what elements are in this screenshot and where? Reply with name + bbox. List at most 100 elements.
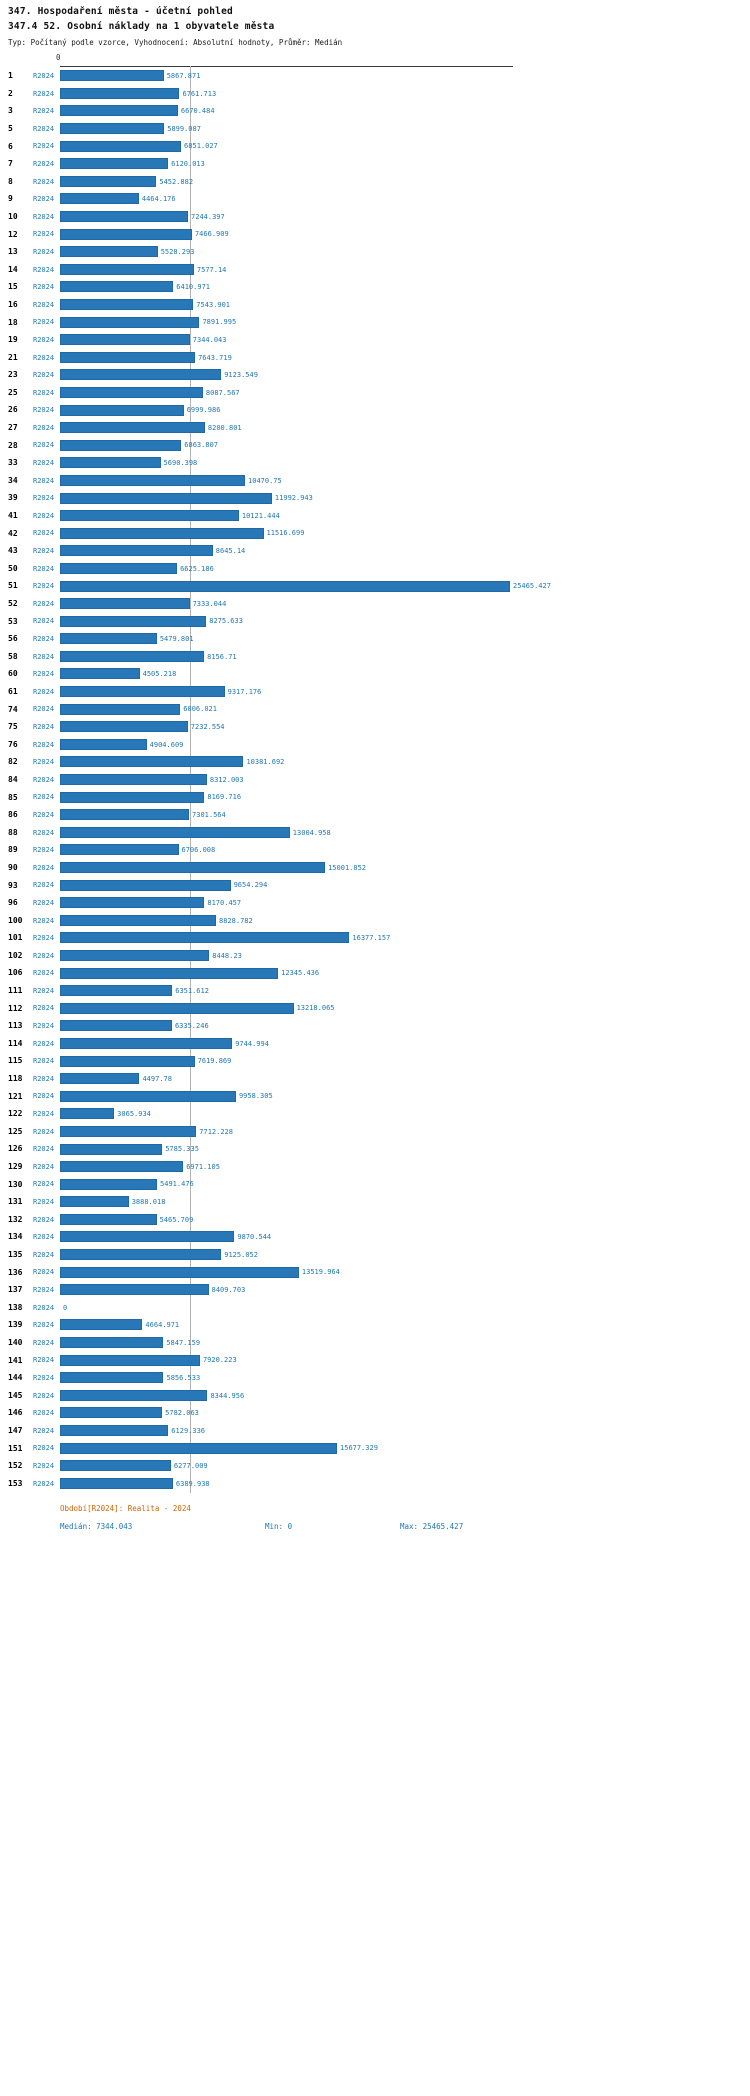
- value-bar: [60, 1266, 299, 1278]
- chart-row: 18 R2024 7891.995: [0, 313, 750, 331]
- row-number: 129: [8, 1162, 23, 1171]
- value-bar: [60, 228, 192, 240]
- row-number: 27: [8, 423, 18, 433]
- series-label: R2024: [33, 863, 55, 872]
- value-bar: [60, 281, 174, 293]
- value-bar: [60, 1213, 157, 1225]
- value-label: 8087.567: [205, 388, 240, 397]
- value-bar: [60, 1143, 163, 1155]
- series-label: R2024: [33, 1057, 55, 1066]
- chart-row: 39 R2024 11992.943: [0, 489, 750, 507]
- series-label: R2024: [33, 89, 55, 98]
- value-label: 7643.719: [198, 353, 232, 362]
- chart-row: 23 R2024 9123.549: [0, 366, 750, 384]
- chart-row: 147 R2024 6129.336: [0, 1422, 750, 1440]
- value-bar: [60, 1161, 184, 1173]
- chart-row: 140 R2024 5847.159: [0, 1334, 750, 1352]
- series-label: R2024: [33, 1409, 55, 1418]
- value-label: 4505.218: [142, 670, 177, 679]
- value-label: 7543.901: [196, 300, 231, 309]
- value-label: 25465.427: [513, 582, 551, 591]
- row-number: 18: [8, 317, 18, 327]
- row-number: 140: [8, 1337, 23, 1347]
- value-bar: [60, 985, 173, 997]
- chart-row: 52 R2024 7333.044: [0, 595, 750, 613]
- row-number: 90: [8, 862, 18, 872]
- row-number: 130: [8, 1179, 23, 1189]
- chart-row: 1 R2024 5867.871: [0, 67, 750, 85]
- value-label: 6706.008: [181, 846, 216, 855]
- series-label: R2024: [33, 1426, 55, 1435]
- series-label: R2024: [33, 793, 55, 802]
- series-label: R2024: [33, 775, 55, 784]
- value-label: 4497.78: [142, 1074, 172, 1083]
- series-label: R2024: [33, 318, 55, 327]
- chart-title: 347. Hospodaření města - účetní pohled: [8, 6, 233, 17]
- value-bar: [60, 105, 178, 117]
- chart-row: 89 R2024 6706.008: [0, 841, 750, 859]
- row-number: 52: [8, 599, 18, 608]
- row-number: 53: [8, 616, 18, 626]
- chart-row: 151 R2024 15677.329: [0, 1439, 750, 1457]
- series-label: R2024: [33, 283, 55, 292]
- row-number: 42: [8, 528, 18, 538]
- value-label: 6410.971: [176, 283, 210, 292]
- value-bar: [60, 1002, 294, 1014]
- value-label: 5856.533: [166, 1373, 201, 1382]
- value-bar: [60, 703, 181, 715]
- row-number: 19: [8, 335, 18, 345]
- value-label: 3065.934: [117, 1110, 151, 1119]
- series-label: R2024: [33, 476, 55, 485]
- chart-row: 21 R2024 7643.719: [0, 349, 750, 367]
- value-label: 9654.294: [233, 881, 268, 890]
- series-label: R2024: [33, 547, 55, 556]
- value-label: 6670.484: [180, 107, 215, 116]
- row-number: 102: [8, 950, 23, 960]
- value-bar: [60, 1196, 129, 1208]
- chart-row: 126 R2024 5785.335: [0, 1140, 750, 1158]
- value-label: 8645.14: [215, 547, 246, 556]
- value-label: 5785.335: [165, 1145, 199, 1154]
- value-bar: [60, 527, 264, 539]
- value-label: 6806.021: [183, 705, 217, 714]
- row-number: 50: [8, 563, 18, 573]
- value-bar: [60, 1425, 169, 1437]
- chart-row: 85 R2024 8169.716: [0, 788, 750, 806]
- series-label: R2024: [33, 670, 55, 679]
- chart-row: 115 R2024 7619.869: [0, 1052, 750, 1070]
- series-label: R2024: [33, 1233, 55, 1242]
- row-number: 26: [8, 405, 18, 415]
- row-number: 106: [8, 968, 23, 978]
- footer-period: Období[R2024]: Realita - 2024: [60, 1504, 191, 1513]
- row-number: 135: [8, 1249, 23, 1259]
- value-bar: [60, 914, 216, 926]
- row-number: 132: [8, 1214, 23, 1224]
- row-number: 61: [8, 686, 18, 696]
- value-label: 16377.157: [352, 934, 391, 943]
- value-label: 8156.71: [207, 652, 237, 661]
- row-number: 138: [8, 1302, 23, 1312]
- row-number: 28: [8, 440, 18, 450]
- series-label: R2024: [33, 195, 55, 204]
- row-number: 5: [8, 123, 13, 133]
- row-number: 9: [8, 194, 13, 204]
- value-bar: [60, 545, 213, 557]
- row-number: 145: [8, 1390, 23, 1400]
- value-label: 8200.801: [207, 423, 242, 432]
- series-label: R2024: [33, 1285, 55, 1294]
- chart-row: 139 R2024 4664.971: [0, 1316, 750, 1334]
- value-label: 7301.564: [192, 810, 226, 819]
- value-bar: [60, 158, 169, 170]
- value-label: 5867.871: [166, 72, 201, 80]
- series-label: R2024: [33, 1444, 55, 1453]
- row-number: 7: [8, 159, 13, 169]
- series-label: R2024: [33, 388, 55, 397]
- chart-row: 13 R2024 5528.293: [0, 243, 750, 261]
- series-label: R2024: [33, 635, 55, 643]
- value-bar: [60, 1073, 140, 1085]
- row-number: 58: [8, 651, 18, 661]
- value-bar: [60, 334, 190, 346]
- value-bar: [60, 386, 203, 398]
- chart-row: 153 R2024 6389.938: [0, 1475, 750, 1493]
- chart-row: 137 R2024 8409.703: [0, 1281, 750, 1299]
